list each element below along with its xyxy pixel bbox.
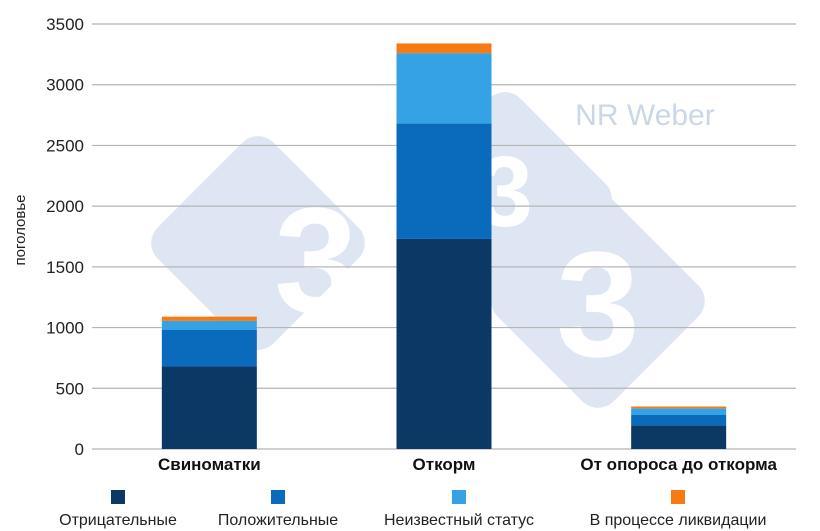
bars (161, 43, 727, 449)
legend-swatch (111, 490, 125, 504)
bar-segment (161, 366, 257, 449)
bar-segment (396, 43, 492, 54)
bar-segment (161, 316, 257, 321)
legend-label: Отрицательные (59, 512, 177, 529)
y-tick-label: 2500 (46, 136, 84, 155)
bar-segment (631, 406, 727, 409)
legend-label: Положительные (218, 512, 338, 529)
y-tick-label: 1000 (46, 319, 84, 338)
bar-segment (161, 320, 257, 330)
y-tick-label: 0 (75, 440, 84, 459)
legend-label: В процессе ликвидации (590, 512, 767, 529)
legend-swatch (452, 490, 466, 504)
y-tick-label: 2000 (46, 197, 84, 216)
bar-segment (396, 123, 492, 239)
watermark-diamond (151, 136, 365, 350)
watermark-digit: 3 (274, 176, 357, 344)
y-tick-label: 1500 (46, 258, 84, 277)
x-category-label: От опороса до откорма (580, 455, 777, 474)
x-axis-categories: Свиноматки Откорм От опороса до откорма (158, 455, 777, 474)
y-tick-label: 3500 (46, 15, 84, 34)
x-category-label: Откорм (413, 455, 476, 474)
y-tick-label: 3000 (46, 76, 84, 95)
bar-segment (396, 238, 492, 449)
y-tick-label: 500 (56, 379, 84, 398)
watermark-digit: 3 (556, 220, 639, 388)
y-axis-label: поголовье (12, 194, 29, 265)
legend-swatch (271, 490, 285, 504)
legend-swatch (671, 490, 685, 504)
bar-segment (631, 425, 727, 449)
bar-segment (631, 408, 727, 415)
bar-segment (631, 415, 727, 426)
watermark-text: NR Weber (575, 99, 714, 132)
bar-segment (161, 330, 257, 367)
bar-segment (396, 53, 492, 124)
legend-label: Неизвестный статус (384, 512, 534, 529)
watermark-diamond (491, 194, 705, 408)
legend: Отрицательные Положительные Неизвестный ст… (59, 490, 766, 529)
x-category-label: Свиноматки (158, 455, 261, 474)
y-axis-ticks: 0 500 1000 1500 2000 2500 3000 3500 (46, 15, 84, 459)
